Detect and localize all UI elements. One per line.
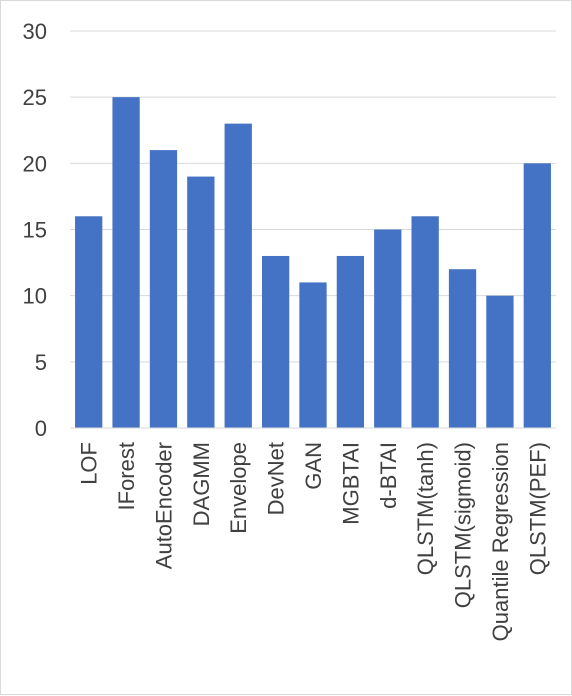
y-tick-label: 0	[35, 416, 47, 441]
x-category-label: DAGMM	[189, 442, 214, 526]
bar	[374, 229, 402, 428]
bar	[224, 123, 252, 428]
bar	[149, 150, 178, 428]
y-tick-label: 15	[23, 218, 47, 243]
y-tick-label: 25	[23, 85, 47, 110]
bar	[411, 216, 439, 428]
bar	[75, 216, 103, 428]
y-tick-label: 20	[23, 151, 47, 176]
x-axis-category-labels: LOF IForest AutoEncoder DAGMM Envelope DevNet…	[77, 442, 551, 641]
y-tick-label: 5	[35, 350, 47, 375]
bar	[261, 255, 290, 428]
y-tick-label: 30	[23, 19, 47, 44]
x-category-label: Quantile Regression	[488, 442, 513, 641]
bar	[486, 295, 514, 428]
x-category-label: QLSTM(tanh)	[413, 442, 438, 575]
x-category-label: AutoEncoder	[151, 442, 176, 569]
bar	[448, 269, 477, 428]
x-category-label: QLSTM(PEF)	[525, 442, 550, 575]
x-category-label: GAN	[301, 442, 326, 490]
bar	[336, 255, 365, 428]
x-category-label: IForest	[114, 442, 139, 510]
x-category-label: d-BTAI	[376, 442, 401, 509]
bar	[187, 176, 215, 428]
bar	[112, 97, 140, 429]
x-category-label: LOF	[77, 442, 102, 485]
bars	[75, 97, 551, 429]
bar	[299, 282, 327, 428]
x-category-label: QLSTM(sigmoid)	[451, 442, 476, 608]
x-category-label: Envelope	[226, 442, 251, 534]
x-category-label: MGBTAI	[338, 442, 363, 525]
x-category-label: DevNet	[264, 442, 289, 515]
y-tick-label: 10	[23, 284, 47, 309]
bar	[523, 163, 551, 429]
y-axis-tick-labels: 0 5 10 15 20 25 30	[23, 19, 47, 441]
